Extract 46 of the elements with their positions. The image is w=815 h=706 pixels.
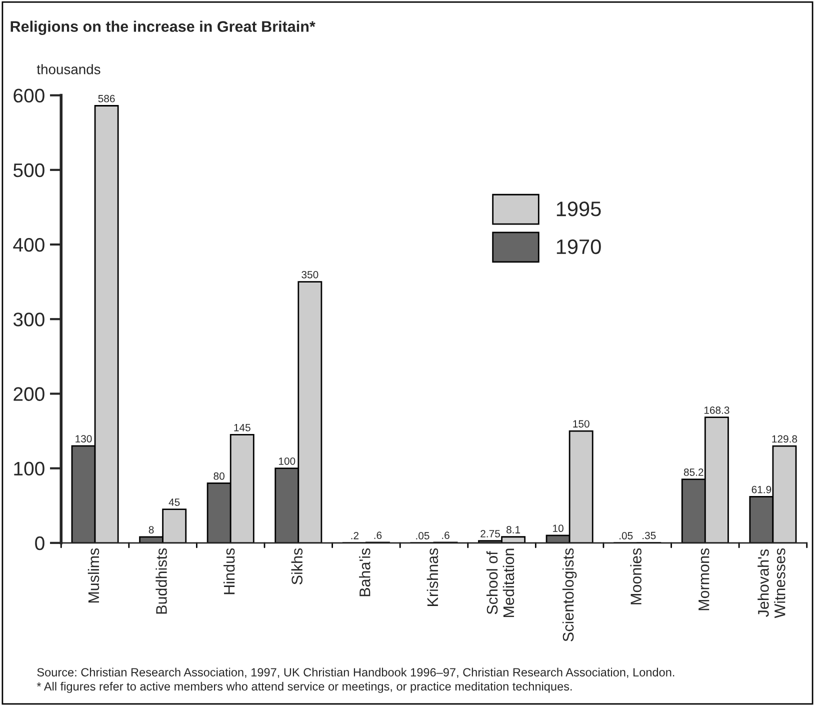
data-label: 45 — [168, 498, 180, 506]
x-tick-label: Moonies — [630, 548, 642, 604]
data-label: 8 — [148, 526, 154, 534]
y-tick-label: 100 — [14, 462, 44, 476]
data-label: 130 — [76, 435, 92, 442]
data-label: .35 — [642, 532, 656, 540]
y-tick-label: 400 — [13, 238, 44, 252]
chart-title: Religions on the increase in Great Britain* — [10, 20, 316, 36]
data-label: 586 — [98, 94, 115, 102]
data-label: 350 — [302, 270, 318, 278]
data-label: 100 — [278, 457, 296, 465]
data-label: 129.8 — [772, 435, 798, 443]
data-label: 150 — [573, 420, 590, 428]
x-tick-label: Hindus — [223, 548, 235, 594]
data-label: 168.3 — [704, 406, 730, 414]
y-tick-label: 600 — [14, 88, 44, 103]
y-tick-label: 500 — [13, 163, 44, 178]
text: * All figures refer to active members who attend service or meetings, or practice meditation techniques. — [36, 682, 572, 693]
x-tick-label: School of Meditation — [486, 548, 514, 618]
y-tick-label: 300 — [13, 312, 44, 326]
data-label: 2.75 — [480, 530, 500, 538]
x-tick-label: Muslims — [88, 548, 100, 603]
y-tick-label: 0 — [35, 536, 44, 550]
data-label: 85.2 — [684, 468, 704, 476]
x-tick-label: Jehovah's Witnesses — [758, 548, 786, 618]
data-label: .05 — [620, 532, 633, 540]
legend-label: 1970 — [556, 239, 601, 254]
y-tick-label: 200 — [14, 387, 44, 401]
x-tick-label: Sikhs — [291, 548, 302, 584]
data-label: .2 — [351, 532, 358, 540]
x-tick-label: Mormons — [698, 548, 710, 610]
y-axis-title: thousands — [36, 64, 100, 74]
x-tick-label: Scientologists — [562, 548, 577, 642]
data-label: .05 — [416, 532, 430, 540]
data-label: 8.1 — [506, 526, 520, 534]
x-tick-label: Baha'is — [359, 548, 370, 596]
data-label: 10 — [553, 524, 564, 532]
data-label: 145 — [234, 424, 250, 432]
data-label: .6 — [374, 532, 382, 540]
x-tick-label: Buddhists — [156, 548, 167, 614]
data-label: 80 — [214, 472, 224, 480]
legend-label: 1995 — [556, 202, 601, 216]
source-note: Source: Christian Research Association, 1997, UK Christian Handbook 1996–97, Christian Research Association, London. — [37, 668, 674, 678]
x-tick-label: Krishnas — [426, 548, 438, 606]
data-label: .6 — [442, 532, 450, 540]
data-label: 61.9 — [752, 486, 772, 494]
